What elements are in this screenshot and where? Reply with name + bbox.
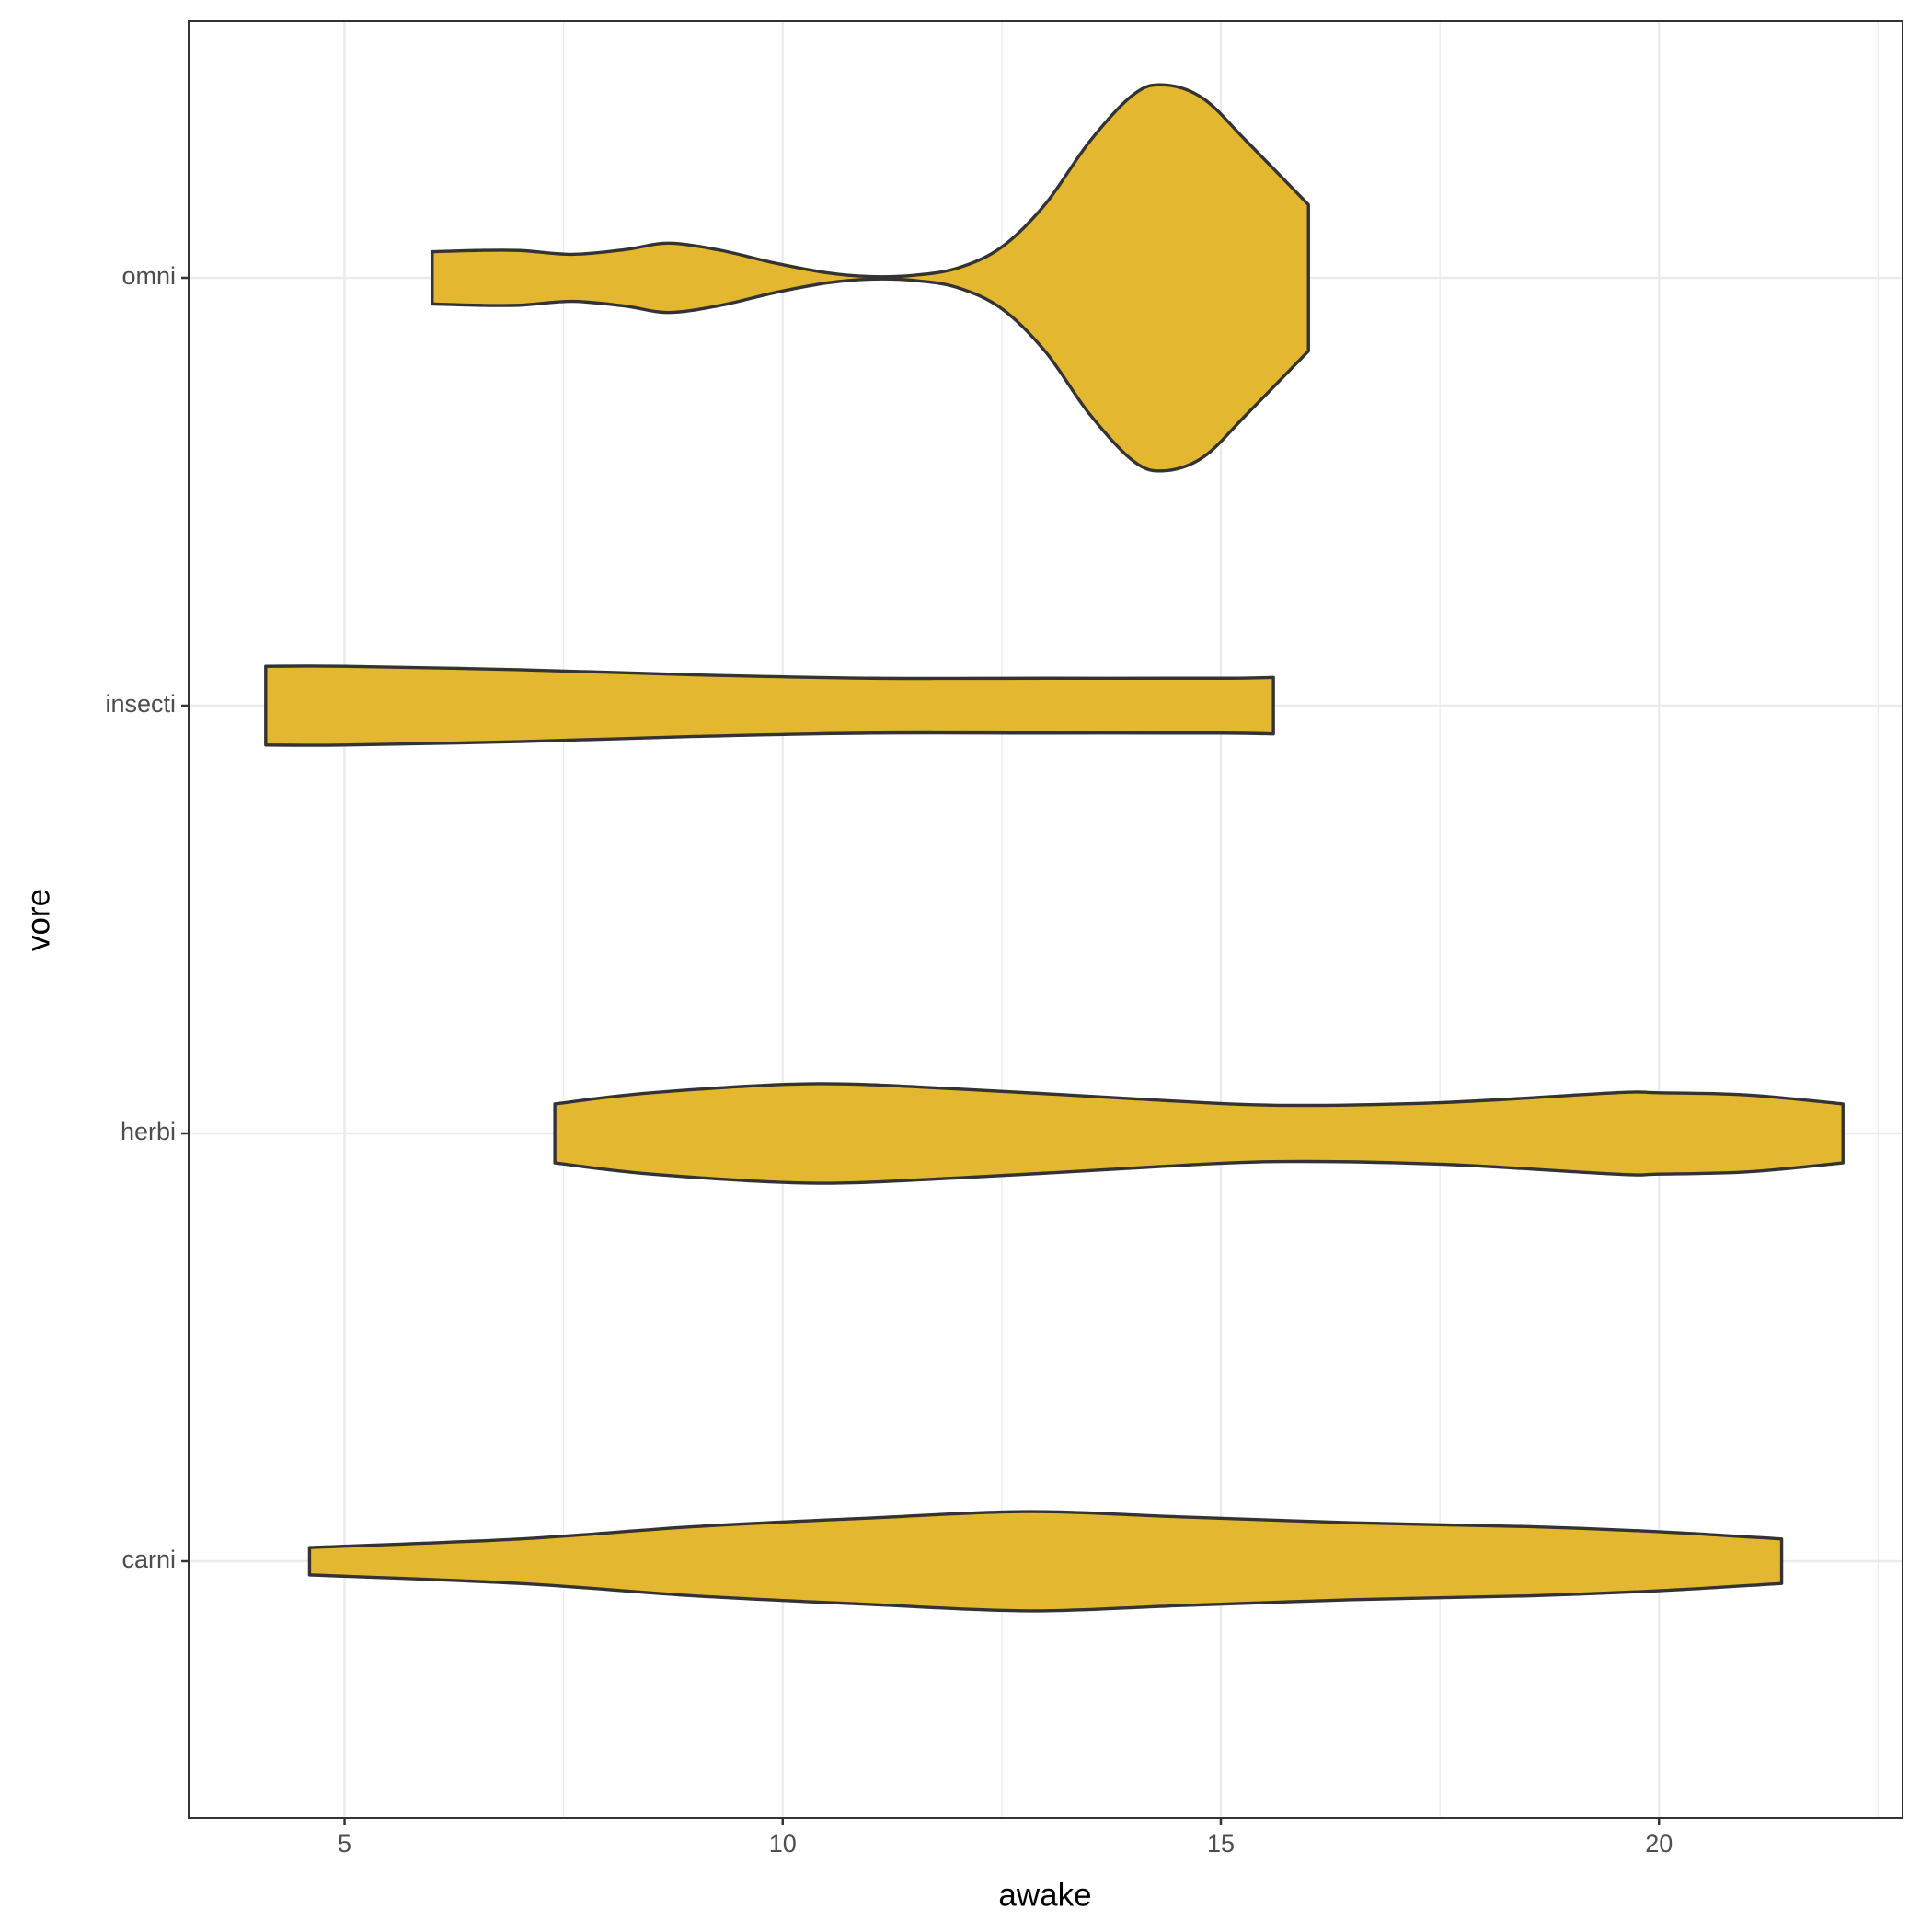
violin — [307, 1510, 1784, 1613]
y-tick-label: herbi — [121, 1118, 176, 1145]
x-tick-label: 10 — [769, 1830, 797, 1857]
x-tick-label: 20 — [1645, 1830, 1673, 1857]
panel-border — [188, 20, 1903, 1819]
y-tick-label: carni — [121, 1546, 176, 1573]
x-axis-title: awake — [998, 1877, 1091, 1913]
y-tick-label: omni — [121, 262, 176, 290]
y-tick-label: insecti — [105, 690, 176, 718]
x-tick-label: 5 — [338, 1830, 351, 1857]
violin — [553, 1082, 1845, 1185]
x-tick-label: 15 — [1207, 1830, 1235, 1857]
y-axis-title: vore — [20, 889, 56, 951]
violin — [264, 664, 1275, 747]
violin — [431, 83, 1310, 473]
